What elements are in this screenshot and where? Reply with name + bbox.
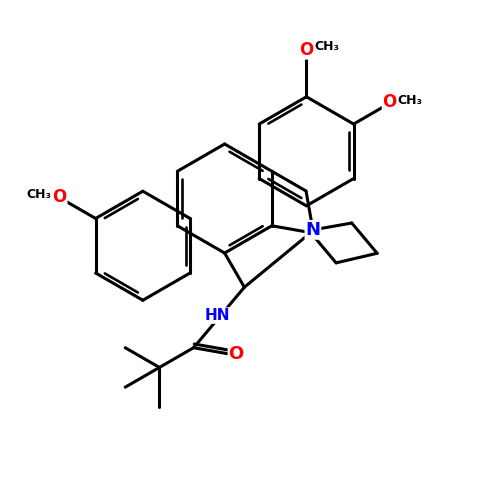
Text: CH₃: CH₃	[314, 40, 340, 52]
Text: O: O	[382, 94, 397, 112]
Text: CH₃: CH₃	[398, 94, 423, 107]
Text: N: N	[306, 221, 320, 239]
Text: HN: HN	[204, 308, 230, 323]
Text: CH₃: CH₃	[26, 188, 52, 202]
Text: O: O	[228, 345, 244, 363]
Text: O: O	[300, 41, 314, 59]
Text: O: O	[52, 188, 66, 206]
